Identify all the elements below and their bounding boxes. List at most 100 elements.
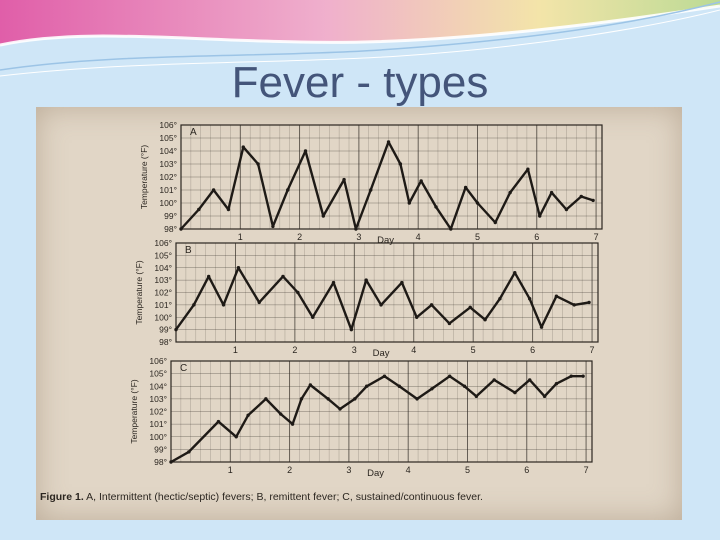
chart-a-y-tick-label: 99° — [164, 211, 177, 221]
chart-c-data-point — [528, 378, 532, 382]
chart-b-x-tick-label: 6 — [530, 345, 535, 355]
chart-c-data-point — [299, 397, 304, 401]
chart-a-panel-label: A — [190, 127, 197, 138]
chart-a-data-point — [434, 205, 438, 209]
chart-b-data-point — [236, 266, 241, 270]
chart-b-data-point — [174, 327, 178, 332]
chart-b-data-point — [539, 325, 544, 329]
chart-c-data-point — [462, 384, 467, 388]
chart-c-data-point — [338, 407, 342, 411]
chart-b-x-tick-label: 1 — [233, 345, 238, 355]
chart-c-y-tick-label: 100° — [149, 432, 167, 442]
chart-b-y-tick-label: 98° — [159, 337, 172, 347]
chart-a-x-tick-label: 6 — [534, 232, 539, 242]
chart-b-data-point — [483, 318, 487, 322]
chart-a-y-tick-label: 100° — [159, 198, 177, 208]
chart-c-data-point — [474, 394, 479, 399]
chart-b-data-point — [364, 278, 368, 282]
chart-c-x-tick-label: 6 — [524, 465, 529, 475]
chart-b-y-tick-label: 100° — [154, 312, 172, 322]
chart-a-data-point — [354, 227, 358, 231]
chart-c-y-tick-label: 101° — [149, 419, 167, 429]
chart-b-data-point — [587, 300, 591, 305]
chart-b-data-point — [415, 315, 419, 319]
chart-c-data-point — [542, 394, 547, 399]
chart-b-data-point — [400, 280, 404, 285]
chart-c-x-tick-label: 1 — [228, 465, 233, 475]
chart-b-data-point — [192, 303, 196, 307]
chart-a-data-point — [256, 162, 260, 166]
header-decoration — [0, 0, 720, 77]
chart-c-series-line — [169, 375, 585, 464]
chart-b-y-tick-label: 99° — [159, 325, 172, 335]
chart-c-y-tick-label: 102° — [149, 407, 167, 417]
chart-c-data-point — [234, 435, 238, 439]
chart-b-data-point — [447, 321, 452, 326]
chart-b-data-point — [281, 274, 285, 279]
chart-a-data-point — [179, 227, 183, 231]
chart-c-panel-label: C — [180, 363, 187, 374]
chart-a-data-point — [549, 190, 554, 195]
chart-a-y-tick-label: 102° — [159, 172, 177, 182]
chart-c-data-point — [264, 397, 268, 401]
chart-a-data-point — [463, 185, 468, 190]
chart-a-data-point — [286, 188, 290, 192]
figure-photo: 98° 99° 100° 101° 102° 103° 104° 105° 106° 1 2 3 4 5 6… — [36, 107, 682, 520]
chart-a-data-point — [369, 188, 373, 192]
chart-b-data-point — [429, 303, 434, 307]
chart-b-x-tick-label: 4 — [411, 345, 416, 355]
chart-b-data-point — [331, 280, 336, 285]
chart-a-y-tick-label: 103° — [159, 159, 177, 169]
chart-a-data-point — [475, 201, 480, 205]
chart-c-x-tick-label: 3 — [346, 465, 351, 475]
chart-a-data-point — [538, 214, 542, 218]
chart-b-y-tick-label: 102° — [154, 288, 172, 298]
chart-a-y-tick-label: 104° — [159, 146, 177, 156]
slide-title: Fever - types — [231, 58, 489, 107]
chart-a-data-point — [271, 224, 275, 229]
chart-b-x-tick-label: 2 — [292, 345, 297, 355]
chart-b-data-point — [527, 296, 532, 301]
chart-a-y-tick-label: 106° — [159, 120, 177, 130]
chart-b-data-point — [257, 300, 261, 305]
chart-a-data-point — [493, 220, 497, 225]
chart-c-data-point — [554, 382, 559, 386]
fever-charts: 98° 99° 100° 101° 102° 103° 104° 105° 106° 1 2 3 4 5 6… — [129, 120, 603, 479]
chart-b-data-point — [513, 271, 517, 275]
chart-c-data-point — [364, 384, 369, 388]
chart-c-x-tick-label: 2 — [287, 465, 292, 475]
chart-a-data-point — [342, 177, 346, 182]
chart-a-x-tick-label: 5 — [475, 232, 480, 242]
chart-c-data-point — [513, 390, 517, 395]
chart-c-data-point — [187, 450, 191, 454]
chart-a-data-point — [449, 227, 453, 231]
chart-a-data-point — [579, 194, 583, 199]
caption-label: Figure 1. — [40, 491, 84, 503]
chart-a-data-point — [226, 207, 231, 212]
chart-b-y-tick-label: 105° — [154, 250, 172, 260]
chart-a-x-tick-label: 4 — [416, 232, 421, 242]
caption-text: A, Intermittent (hectic/septic) fevers; … — [86, 491, 483, 503]
chart-b-series-line — [174, 266, 591, 331]
chart-b-data-point — [572, 303, 576, 307]
chart-c-data-point — [569, 374, 573, 378]
chart-a-data-point — [419, 179, 423, 183]
chart-b-data-point — [498, 296, 502, 301]
chart-b-panel-label: B — [185, 245, 192, 256]
chart-a-y-tick-label: 101° — [159, 185, 177, 195]
chart-a-data-point — [211, 188, 216, 192]
chart-c-y-tick-label: 106° — [149, 356, 167, 366]
chart-c-y-tick-label: 104° — [149, 381, 167, 391]
chart-c-data-point — [492, 378, 496, 382]
chart-b-x-tick-label: 7 — [590, 345, 595, 355]
chart-b-x-tick-label: 3 — [352, 345, 357, 355]
chart-b-data-point — [311, 315, 315, 319]
chart-b-y-tick-label: 106° — [154, 238, 172, 248]
chart-c-x-tick-label: 7 — [584, 465, 589, 475]
chart-c-data-point — [326, 397, 330, 401]
chart-a-x-tick-label: 7 — [594, 232, 599, 242]
chart-b-y-axis-label: Temperature (°F) — [134, 260, 144, 325]
chart-c-y-tick-label: 98° — [154, 457, 167, 467]
chart-c-y-tick-label: 105° — [149, 369, 167, 379]
chart-b-data-point — [379, 303, 383, 307]
